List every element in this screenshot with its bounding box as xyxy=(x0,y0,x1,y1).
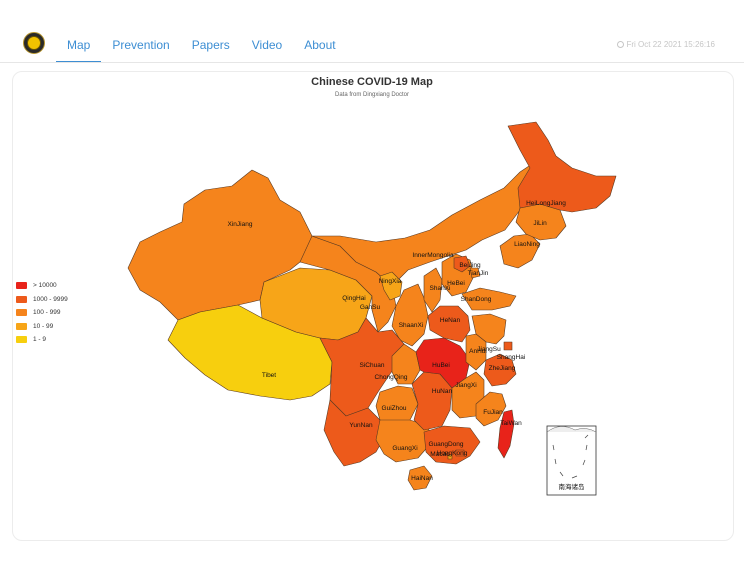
province-label: HeiLongJiang xyxy=(526,200,566,207)
province-label: TianJin xyxy=(468,270,489,277)
logo-icon[interactable] xyxy=(23,32,45,54)
province-label: HuBei xyxy=(432,362,450,369)
province-label: ChongQing xyxy=(375,374,408,381)
map-title: Chinese COVID-19 Map xyxy=(311,76,433,88)
datetime-display: Fri Oct 22 2021 15:26:16 xyxy=(616,40,716,49)
province-label: HaiNan xyxy=(411,475,433,482)
legend-swatch xyxy=(16,295,27,303)
legend-swatch xyxy=(16,309,27,317)
map-subtitle: Data from Dingxiang Doctor xyxy=(334,92,410,98)
province-label: JiLin xyxy=(533,220,547,227)
province-label: ShanDong xyxy=(461,296,492,303)
nav-item-about[interactable]: About xyxy=(304,38,336,52)
clock-icon xyxy=(616,41,624,48)
province-zhe-jiang[interactable] xyxy=(483,353,517,387)
province-label: GuangXi xyxy=(392,445,417,452)
south-china-sea-inset: 南海诸岛 xyxy=(546,425,597,496)
legend-label: > 10000 xyxy=(33,282,57,290)
province-label: AnHui xyxy=(469,348,487,355)
province-label: JiangXi xyxy=(455,382,476,389)
nav-item-prevention[interactable]: Prevention xyxy=(112,38,170,52)
nav-divider xyxy=(0,62,744,63)
province-label: YunNan xyxy=(349,422,373,429)
province-yun-nan[interactable] xyxy=(323,399,385,467)
top-navbar: Map Prevention Papers Video About Fri Oc… xyxy=(0,0,744,63)
province-label: InnerMongolia xyxy=(412,252,454,259)
legend-label: 10 - 99 xyxy=(33,322,54,330)
province-label: JiangSu xyxy=(477,346,501,353)
province-label: ShaanXi xyxy=(399,322,424,329)
province-tibet[interactable] xyxy=(167,304,333,401)
province-label: LiaoNing xyxy=(514,241,540,248)
province-label: ShanXi xyxy=(430,285,451,292)
legend-label: 1 - 9 xyxy=(33,336,47,344)
province-guang-dong[interactable] xyxy=(423,425,481,465)
province-label: XinJiang xyxy=(228,221,253,228)
province-label: HongKong xyxy=(437,450,468,457)
inset-coastline xyxy=(546,426,597,433)
province-label: QingHai xyxy=(342,295,365,302)
province-tai-wan[interactable] xyxy=(497,409,515,459)
province-macao[interactable] xyxy=(447,454,453,460)
province-shan-xi[interactable] xyxy=(423,267,443,313)
province-liao-ning[interactable] xyxy=(499,233,541,269)
nav-links: Map Prevention Papers Video About xyxy=(56,30,347,63)
province-label: BeiJing xyxy=(459,262,481,269)
province-label: GuiZhou xyxy=(382,405,407,412)
legend-item[interactable]: 100 - 999 xyxy=(16,306,68,320)
province-tian-jin[interactable] xyxy=(469,267,481,279)
province-fu-jian[interactable] xyxy=(475,391,507,427)
province-label: GanSu xyxy=(360,304,381,311)
province-label: GuangDong xyxy=(428,441,463,448)
nav-item-papers[interactable]: Papers xyxy=(191,38,230,52)
province-he-nan[interactable] xyxy=(427,305,471,343)
province-label-layer: XinJiang Tibet QingHai GanSu InnerMongolia Ni… xyxy=(228,200,567,482)
province-hong-kong[interactable] xyxy=(455,449,465,457)
legend-item[interactable]: 10 - 99 xyxy=(16,320,68,334)
legend-swatch xyxy=(16,282,27,290)
legend-label: 100 - 999 xyxy=(33,309,61,317)
legend-label: 1000 - 9999 xyxy=(33,295,68,303)
province-ning-xia[interactable] xyxy=(379,271,403,301)
legend-item[interactable]: 1000 - 9999 xyxy=(16,293,68,307)
nav-item-video[interactable]: Video xyxy=(251,38,283,52)
legend-item[interactable]: > 10000 xyxy=(16,279,68,293)
province-label: FuJian xyxy=(483,409,503,416)
legend-swatch xyxy=(16,322,27,330)
province-label: TaiWan xyxy=(500,420,522,427)
map-legend: > 10000 1000 - 9999 100 - 999 10 - 99 1 … xyxy=(16,279,68,347)
province-shan-dong[interactable] xyxy=(461,287,517,311)
province-label: HeBei xyxy=(447,280,465,287)
province-shaan-xi[interactable] xyxy=(391,283,429,347)
province-label: NingXia xyxy=(379,278,402,285)
province-layer xyxy=(127,121,617,491)
province-label: HuNan xyxy=(432,388,453,395)
province-label: HeNan xyxy=(440,317,461,324)
province-label: Tibet xyxy=(262,372,276,379)
province-label: Macao xyxy=(430,451,450,458)
province-bei-jing[interactable] xyxy=(453,255,471,273)
province-label: SiChuan xyxy=(360,362,385,369)
datetime-text: Fri Oct 22 2021 15:26:16 xyxy=(626,40,716,49)
legend-item[interactable]: 1 - 9 xyxy=(16,333,68,347)
province-chong-qing[interactable] xyxy=(391,343,421,385)
province-hai-nan[interactable] xyxy=(407,465,433,491)
province-shang-hai[interactable] xyxy=(503,341,513,351)
inset-label: 南海诸岛 xyxy=(559,482,585,491)
inset-dashes xyxy=(552,434,589,479)
province-hei-long-jiang[interactable] xyxy=(507,121,617,213)
legend-swatch xyxy=(16,336,27,344)
province-label: ShangHai xyxy=(497,354,526,361)
province-label: ZheJiang xyxy=(489,365,516,372)
